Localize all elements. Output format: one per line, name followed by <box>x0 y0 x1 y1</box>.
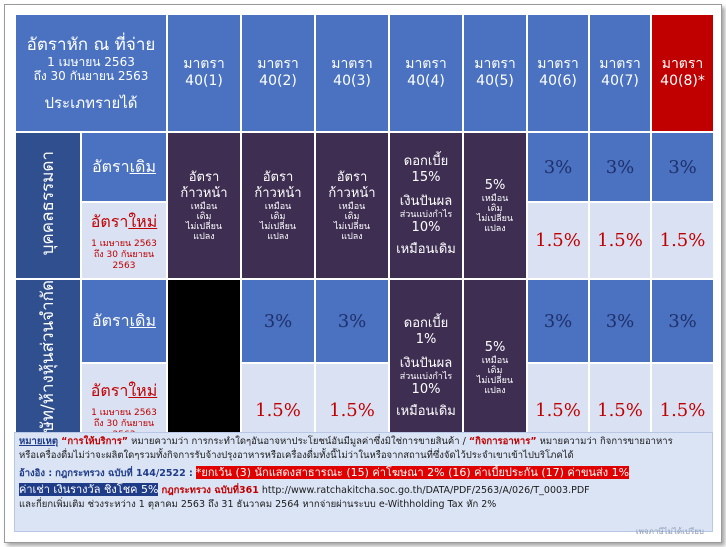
header-section-40-7: มาตรา 40(7) <box>588 13 652 133</box>
exception-highlight-2: ค่าเช่า เงินรางวัล ชิงโชค 5% <box>19 483 159 496</box>
rate-old-individual-40-7: 3% <box>588 131 652 203</box>
exception-highlight: *ยกเว้น (3) นักแสดงสาธารณะ (15) ค่าโฆษณา… <box>195 466 630 479</box>
group-company: บริษัท/ห้างหุ้นส่วนจำกัด <box>14 277 82 459</box>
income-type-label: ประเภทรายได้ <box>44 94 138 112</box>
group-individual: บุคคลธรรมดา <box>14 131 82 280</box>
reference-line-1: อ้างอิง : กฎกระทรวง ฉบับที่ 144/2522 : *… <box>19 466 630 479</box>
remarks-line-2: หรือเครื่องดื่มไม่ว่าจะผลิตใดๆรวมทั้งกิจ… <box>19 450 574 461</box>
section-40-5-company: 5% เหมือน เดิม ไม่เปลี่ยน แปลง <box>462 277 528 459</box>
reference-link[interactable]: http://www.ratchakitcha.soc.go.th/DATA/P… <box>261 485 590 496</box>
rate-old-company-40-7: 3% <box>588 277 652 365</box>
interest-dividend-individual: ดอกเบี้ย 15% เงินปันผล ส่วนแบ่งกำไร 10% … <box>388 131 464 280</box>
progressive-40-3: อัตรา ก้าวหน้า เหมือน เดิม ไม่เปลี่ยน แปลง <box>314 131 390 280</box>
header-section-40-6: มาตรา 40(6) <box>526 13 590 133</box>
remarks-line-4: และกี่ยกเพิ่มเติม ช่วงระหว่าง 1 ตุลาคม 2… <box>19 499 497 510</box>
header-section-40-3: มาตรา 40(3) <box>314 13 390 133</box>
date-line-2: ถึง 30 กันยายน 2563 <box>33 69 149 83</box>
rate-old-company-40-2: 3% <box>240 277 316 365</box>
remarks-line-1: หมายเหตุ “การให้บริการ” หมายความว่า การก… <box>19 436 673 447</box>
withholding-tax-table: อัตราหัก ณ ที่จ่าย 1 เมษายน 2563 ถึง 30 … <box>14 13 715 459</box>
rate-old-company-40-8: 3% <box>650 277 715 365</box>
progressive-40-1: อัตรา ก้าวหน้า เหมือน เดิม ไม่เปลี่ยน แปลง <box>166 131 242 280</box>
rate-old-individual-40-8: 3% <box>650 131 715 203</box>
remarks-heading: หมายเหตุ <box>19 436 59 447</box>
group-company-label: บริษัท/ห้างหุ้นส่วนจำกัด <box>38 280 58 453</box>
rate-new-individual-40-6: 1.5% <box>526 201 590 280</box>
row-label-old-company: อัตราเดิม <box>80 277 168 365</box>
rate-old-company-40-3: 3% <box>314 277 390 365</box>
table-corner-header: อัตราหัก ณ ที่จ่าย 1 เมษายน 2563 ถึง 30 … <box>14 13 168 133</box>
row-label-old-individual: อัตราเดิม <box>80 131 168 203</box>
interest-dividend-company: ดอกเบี้ย 1% เงินปันผล ส่วนแบ่งกำไร 10% เ… <box>388 277 464 459</box>
header-section-40-1: มาตรา 40(1) <box>166 13 242 133</box>
progressive-40-2: อัตรา ก้าวหน้า เหมือน เดิม ไม่เปลี่ยน แปลง <box>240 131 316 280</box>
rate-new-individual-40-7: 1.5% <box>588 201 652 280</box>
header-section-40-2: มาตรา 40(2) <box>240 13 316 133</box>
row-label-new-individual: อัตราใหม่ 1 เมษายน 2563 ถึง 30 กันยายน 2… <box>80 201 168 280</box>
section-40-5-individual: 5% เหมือน เดิม ไม่เปลี่ยน แปลง <box>462 131 528 280</box>
group-individual-label: บุคคลธรรมดา <box>38 151 58 256</box>
reference-line-2: ค่าเช่า เงินรางวัล ชิงโชค 5% กฎกระทรวง ฉ… <box>19 483 590 496</box>
rate-new-individual-40-8: 1.5% <box>650 201 715 280</box>
rate-old-company-40-6: 3% <box>526 277 590 365</box>
header-section-40-5: มาตรา 40(5) <box>462 13 528 133</box>
header-section-40-8: มาตรา 40(8)* <box>650 13 715 133</box>
rate-old-individual-40-6: 3% <box>526 131 590 203</box>
watermark: เพจภาษีไม่ได้เปรียบ <box>635 527 704 536</box>
not-applicable-cell <box>166 277 242 459</box>
remarks-box: หมายเหตุ “การให้บริการ” หมายความว่า การก… <box>14 432 713 532</box>
header-section-40-4: มาตรา 40(4) <box>388 13 464 133</box>
rate-title: อัตราหัก ณ ที่จ่าย <box>26 35 156 55</box>
date-line-1: 1 เมษายน 2563 <box>47 55 135 69</box>
